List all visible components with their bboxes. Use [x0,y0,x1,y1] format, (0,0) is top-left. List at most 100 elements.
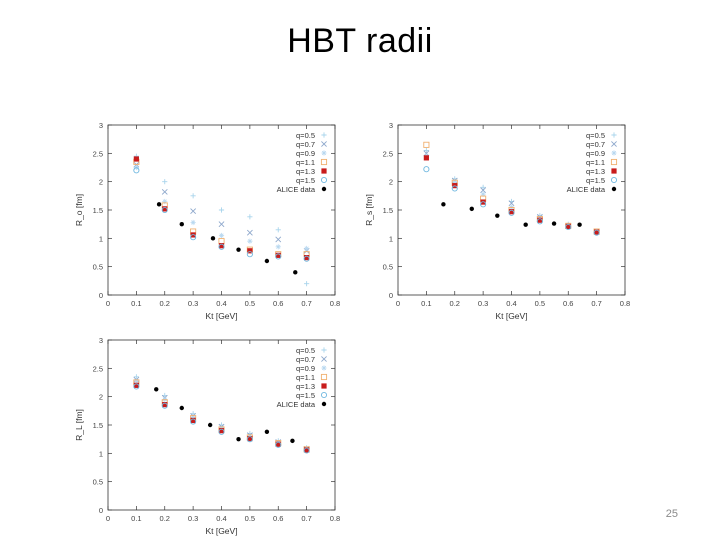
data-point [247,214,253,220]
alice-data-point [207,422,213,428]
legend-label: q=1.1 [586,158,605,167]
x-tick-label: 0.4 [216,514,226,523]
data-point [246,251,253,258]
series-q=0.7 [133,161,310,254]
x-tick-label: 0 [106,299,110,308]
series-q=1.3 [133,382,310,453]
legend-marker [321,132,327,138]
alice-data-point [469,206,474,212]
alice-data-point [179,405,184,411]
legend-label: q=1.1 [296,158,315,167]
data-point [190,193,196,199]
data-point [247,238,253,244]
data-point [594,229,600,235]
alice-data-point [154,387,159,392]
series-q=1.3 [423,155,600,235]
data-point [275,441,282,448]
series-alice-data [156,202,298,275]
y-tick-label: 1.5 [383,206,393,215]
legend-marker [321,186,327,192]
data-point [275,236,282,243]
series-q=1.5 [133,383,310,454]
x-tick-label: 0.3 [188,299,198,308]
legend-label: q=1.1 [296,373,315,382]
data-point [190,219,196,226]
x-tick-label: 0.3 [188,514,198,523]
series-q=0.5 [133,153,310,287]
y-axis-label: R_o [fm] [74,194,84,226]
y-tick-label: 0.5 [93,263,103,272]
x-tick-label: 0.8 [330,514,340,523]
data-point [218,243,225,249]
x-tick-label: 0.2 [450,299,460,308]
series-q=1.5 [423,166,600,236]
legend-label: ALICE data [567,185,606,194]
y-tick-label: 0.5 [383,263,393,272]
legend-marker [321,383,327,389]
legend-label: q=0.9 [586,149,605,158]
alice-data-point [495,213,500,218]
alice-data-point [577,222,582,227]
legend-label: ALICE data [277,185,316,194]
x-tick-label: 0.2 [160,299,170,308]
data-point [133,383,140,390]
series-alice-data [441,202,582,227]
data-point [508,200,515,207]
chart-ro: 0 0.5 1 1.5 2 2.5 3 0 0.1 0.2 0.3 0.4 0.5 0.6 0.7 0.8 Kt… [74,121,340,321]
y-tick-label: 1 [99,449,103,458]
x-axis-label: Kt [GeV] [495,311,527,321]
data-point [133,156,139,162]
x-tick-label: 0.6 [273,299,283,308]
series-alice-data [154,387,295,444]
alice-data-point [290,438,295,444]
x-tick-label: 0.6 [563,299,573,308]
y-tick-label: 0 [99,506,103,515]
data-point [218,425,225,431]
legend-marker [321,347,327,353]
data-point [218,207,225,213]
data-point [133,378,139,384]
y-tick-label: 2 [99,178,103,187]
data-point [218,243,225,250]
data-point [218,428,225,434]
y-tick-label: 3 [99,336,103,345]
legend-marker [321,150,327,156]
legend-marker [610,158,618,166]
legend-marker [320,373,328,381]
data-point [161,206,168,214]
legend-label: q=0.5 [296,131,315,140]
legend-label: q=1.3 [296,167,315,176]
legend-label: q=1.5 [586,176,605,185]
data-point [451,185,458,192]
data-point [246,436,253,443]
x-tick-label: 0.5 [535,299,545,308]
data-point [218,238,225,245]
y-tick-label: 3 [389,121,393,130]
data-point [246,229,253,236]
chart-rs: 0 0.5 1 1.5 2 2.5 3 0 0.1 0.2 0.3 0.4 0.5 0.6 0.7 0.8 Kt… [364,121,630,321]
legend-marker [320,391,328,399]
alice-data-point [293,270,298,275]
legend-label: q=1.3 [586,167,605,176]
data-point [480,184,486,190]
alice-data-point [156,202,162,207]
x-tick-label: 0.1 [131,514,141,523]
alice-data-point [523,222,528,227]
data-point [161,188,168,195]
legend-label: q=0.9 [296,149,315,158]
data-point [162,198,168,205]
data-point [247,436,253,442]
legend-marker [321,401,327,407]
alice-data-point [264,429,270,434]
data-point [190,417,196,424]
legend-label: q=1.5 [296,391,315,400]
y-tick-label: 2.5 [93,149,103,158]
data-point [537,217,543,223]
x-tick-label: 0.2 [160,514,170,523]
data-point [304,281,310,287]
y-tick-label: 0.5 [93,478,103,487]
alice-data-point [264,258,270,264]
data-point [303,447,310,454]
